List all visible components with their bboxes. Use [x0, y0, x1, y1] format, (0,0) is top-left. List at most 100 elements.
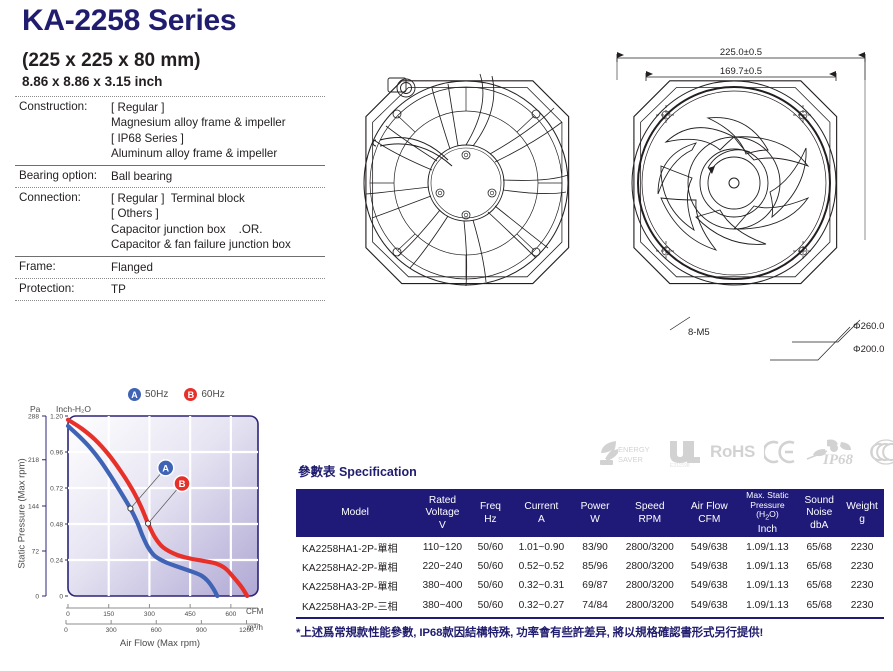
callout-d200-label: Φ200.0: [853, 344, 884, 355]
spec-label: Frame:: [19, 259, 56, 273]
y-tick-label-inch: 0.24: [50, 557, 63, 564]
x-tick-label-cfm: 150: [103, 611, 114, 618]
spec-label: Protection:: [19, 282, 75, 296]
x-tick-label-m3h: 300: [106, 627, 117, 634]
spec-row-bearing-option: Bearing option: Ball bearing: [15, 166, 325, 187]
table-cell: 65/68: [806, 560, 832, 572]
spec-value-line: [ Regular ]: [111, 101, 165, 114]
table-row: KA2258HA3-2P-單相 380~400 50/60 0.32~0.31 69/8…: [296, 576, 884, 595]
table-cell: 2230: [850, 541, 874, 553]
y-axis-unit-secondary: Inch-H₂O: [56, 404, 91, 414]
table-cell: 1.09/1.13: [746, 599, 789, 611]
table-cell: 2230: [850, 599, 874, 611]
ul-icon: E311598: [670, 441, 700, 467]
table-cell: 220~240: [422, 560, 463, 572]
divider: [15, 187, 325, 189]
energy-saver-icon: ENERGY SAVER: [600, 441, 650, 465]
table-cell: 1.01~0.90: [518, 541, 565, 553]
certification-logos: ENERGY SAVER E311598 RoHS: [596, 437, 893, 467]
spec-value-line: Capacitor & fan failure junction box: [111, 238, 291, 252]
spec-row-construction: Construction: [ Regular ] Magnesium allo…: [15, 97, 325, 165]
dimension-lines: [616, 52, 866, 361]
table-head: Model Rated Voltage V Freq Hz Current A P…: [296, 489, 884, 538]
page-title: KA-2258 Series: [22, 4, 237, 37]
table-row: KA2258HA3-2P-三相 380~400 50/60 0.32~0.27 74/8…: [296, 596, 884, 615]
spec-value-line: Capacitor junction box .OR.: [111, 222, 263, 236]
spec-value: [ Regular ] Magnesium alloy frame & impe…: [111, 100, 286, 162]
annotation-leader: [147, 483, 183, 524]
y-tick-label-inch: 0.48: [50, 521, 63, 528]
divider: [15, 255, 325, 257]
table-cell: 65/68: [806, 541, 832, 553]
table-cell: 83/90: [582, 541, 608, 553]
table-cell: 0.52~0.52: [518, 560, 565, 572]
table-cell: 50/60: [477, 560, 504, 572]
chart-gridlines: [68, 416, 258, 596]
col-max-static-pressure: Max. Static Pressure (H2O) Inch: [736, 489, 799, 538]
ip68-icon: IP68: [806, 439, 854, 467]
annotation-point: [145, 520, 152, 527]
dimensions-inch: 8.86 x 8.86 x 3.15 inch: [22, 74, 163, 89]
table-cell: 549/638: [690, 580, 728, 592]
table-cell: 2800/3200: [625, 599, 674, 611]
curve-60hz: [65, 417, 250, 599]
table-header-row: Model Rated Voltage V Freq Hz Current A P…: [296, 489, 884, 538]
col-air-flow: Air Flow CFM: [682, 489, 737, 538]
table-cell: 74/84: [582, 599, 608, 611]
ul-file-number: E311598: [670, 463, 690, 467]
divider: [15, 300, 325, 302]
chart-legend: A 50Hz B 60Hz: [128, 388, 225, 401]
ce-icon: [764, 440, 795, 464]
cell-model: KA2258HA3-2P-單相: [302, 582, 398, 594]
front-view-drawing: [363, 73, 570, 287]
callout-d260-label: Φ260.0: [853, 321, 884, 332]
spec-label: Connection:: [19, 191, 81, 205]
spec-value: TP: [111, 282, 126, 297]
annotation-badge-label: A: [162, 463, 169, 474]
spec-value: Ball bearing: [111, 169, 172, 184]
table-bottom-rule: [296, 617, 884, 619]
divider: [15, 96, 325, 97]
y-tick-label-pa: 288: [28, 413, 39, 420]
spec-value-line: TP: [111, 283, 126, 297]
x-tick-label-m3h: 600: [151, 627, 162, 634]
table-cell: 110~120: [422, 541, 463, 553]
legend-label-50hz: 50Hz: [145, 389, 169, 400]
table-body: KA2258HA1-2P-單相 110~120 50/60 1.01~0.90 83/9…: [296, 537, 884, 615]
x-tick-label-cfm: 600: [225, 611, 236, 618]
annotation-point: [127, 505, 134, 512]
x-axis-unit-secondary: m³/h: [247, 623, 263, 632]
table-row: KA2258HA1-2P-單相 110~120 50/60 1.01~0.90 83/9…: [296, 537, 884, 556]
spec-value: [ Regular ] Terminal block [ Others ] Ca…: [111, 191, 291, 253]
x-tick-label-m3h: 0: [64, 627, 68, 634]
dim-inner-label: 169.7±0.5: [720, 66, 762, 77]
spec-value-line: [ Regular ] Terminal block: [111, 192, 245, 206]
divider: [15, 164, 325, 166]
curve-50hz: [65, 423, 220, 599]
rear-view-drawing: [631, 80, 838, 286]
spec-label: Bearing option:: [19, 168, 97, 182]
spec-value-line: Flanged: [111, 260, 153, 274]
cell-model: KA2258HA1-2P-單相: [302, 543, 398, 555]
y-tick-label-inch: 1.20: [50, 413, 63, 420]
col-current: Current A: [510, 489, 573, 538]
chart-canvas: 0 72 144 218 288 0 0.24 0.48 0.72 0.96 1.20 0 150 300…: [28, 413, 259, 634]
col-weight: Weight g: [840, 489, 884, 538]
svg-text:IP68: IP68: [822, 452, 854, 467]
y-tick-label-pa: 144: [28, 503, 39, 510]
table-cell: 1.09/1.13: [746, 580, 789, 592]
spec-table-title: 參數表 Specification: [298, 465, 417, 479]
specification-table: Model Rated Voltage V Freq Hz Current A P…: [296, 489, 884, 615]
y-tick-label-pa: 0: [35, 593, 39, 600]
cell-model: KA2258HA3-2P-三相: [302, 601, 398, 613]
table-cell: 380~400: [422, 599, 463, 611]
col-freq: Freq Hz: [470, 489, 511, 538]
x-axis-title: Air Flow (Max rpm): [119, 638, 201, 649]
table-cell: 50/60: [477, 541, 504, 553]
x-tick-label-m3h: 1200: [239, 627, 254, 634]
annotation-leader: [130, 467, 166, 509]
table-row: KA2258HA2-2P-單相 220~240 50/60 0.52~0.52 85/9…: [296, 557, 884, 576]
chart-axes: 0 72 144 218 288 0 0.24 0.48 0.72 0.96 1.20 0 150 300…: [28, 413, 258, 634]
spec-row-frame: Frame: Flanged: [15, 257, 325, 278]
y-tick-label-inch: 0: [59, 593, 63, 600]
